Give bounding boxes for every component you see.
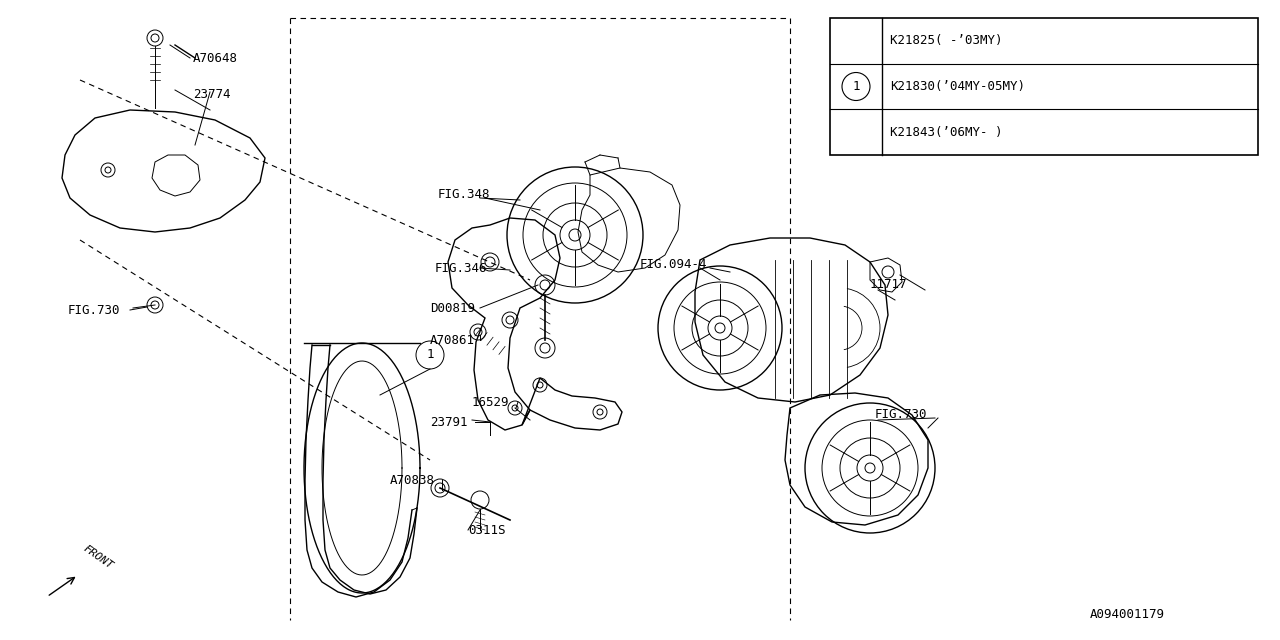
Text: 1: 1: [852, 80, 860, 93]
Bar: [829, 18, 1258, 155]
Text: A70861: A70861: [430, 333, 475, 346]
Text: A70648: A70648: [193, 51, 238, 65]
Text: D00819: D00819: [430, 301, 475, 314]
Text: 1: 1: [426, 349, 434, 362]
Text: K21825( -’03MY): K21825( -’03MY): [890, 35, 1002, 47]
Text: FIG.348: FIG.348: [438, 189, 490, 202]
Text: 11717: 11717: [870, 278, 908, 291]
Text: FIG.730: FIG.730: [68, 303, 120, 317]
Text: 23791: 23791: [430, 415, 467, 429]
Text: K21843(’06MY- ): K21843(’06MY- ): [890, 125, 1002, 139]
Text: FIG.346: FIG.346: [435, 262, 488, 275]
Text: 23774: 23774: [193, 88, 230, 102]
Text: FIG.730: FIG.730: [876, 408, 928, 422]
Text: K21830(’04MY-05MY): K21830(’04MY-05MY): [890, 80, 1025, 93]
Text: A094001179: A094001179: [1091, 609, 1165, 621]
Text: 16529: 16529: [472, 396, 509, 408]
Text: 0311S: 0311S: [468, 524, 506, 536]
Text: FRONT: FRONT: [82, 543, 115, 571]
Text: FIG.094-4: FIG.094-4: [640, 259, 708, 271]
Text: A70838: A70838: [390, 474, 435, 486]
